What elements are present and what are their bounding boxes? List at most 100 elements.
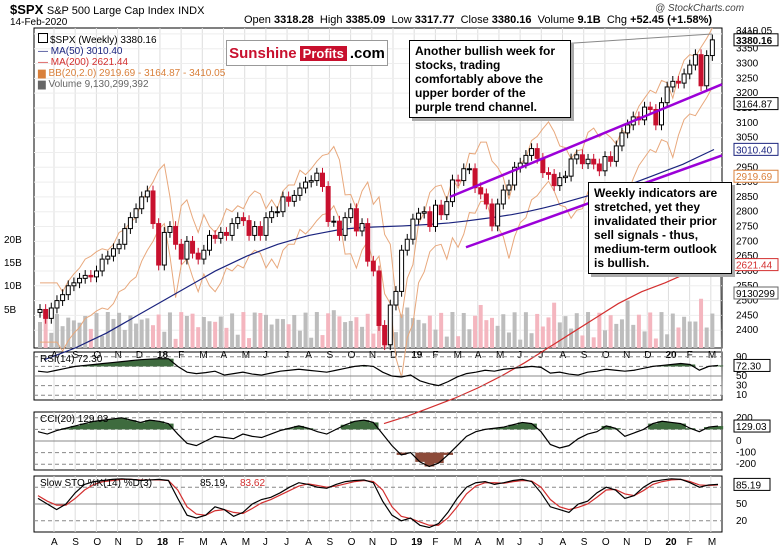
candle-body bbox=[602, 156, 608, 172]
candle-body bbox=[156, 223, 162, 266]
cci-fill-high bbox=[508, 424, 519, 430]
cci-fill-high bbox=[517, 422, 528, 430]
month-tick-label: D bbox=[390, 350, 397, 361]
month-tick-label: M bbox=[242, 537, 250, 548]
volume-bar bbox=[506, 332, 511, 348]
volume-bar bbox=[682, 316, 687, 348]
volume-bar bbox=[665, 334, 670, 348]
candle-body bbox=[257, 226, 263, 236]
sto-tick-label: 20 bbox=[736, 516, 748, 527]
month-tick-label: M bbox=[454, 537, 462, 548]
volume-bar bbox=[49, 332, 54, 348]
volume-bar bbox=[66, 317, 71, 348]
volume-bar bbox=[490, 317, 494, 348]
month-tick-label: M bbox=[496, 350, 504, 361]
rsi-fill-high bbox=[107, 362, 118, 367]
month-tick-label: 18 bbox=[157, 350, 169, 361]
candle-body bbox=[387, 304, 393, 346]
volume-bar bbox=[247, 338, 252, 348]
month-tick-label: D bbox=[136, 537, 143, 548]
volume-bar bbox=[145, 318, 150, 348]
rsi-fill-high bbox=[117, 361, 127, 367]
volume-bar bbox=[100, 335, 105, 348]
chg-value: +52.45 (+1.58%) bbox=[630, 14, 713, 26]
month-tick-label: F bbox=[687, 537, 693, 548]
candle-body bbox=[534, 148, 540, 159]
cci-fill-high bbox=[489, 428, 500, 430]
candle-body bbox=[229, 223, 235, 236]
legend-ma50: — MA(50) 3010.40 bbox=[38, 46, 123, 57]
candle-body bbox=[512, 166, 518, 186]
volume-bar bbox=[563, 316, 568, 348]
cci-fill-low bbox=[433, 452, 444, 464]
cci-fill-high bbox=[70, 425, 81, 430]
candle-body bbox=[37, 308, 43, 313]
candle-body bbox=[246, 220, 252, 236]
ohlc-readout: Open 3318.28 High 3385.09 Low 3317.77 Cl… bbox=[244, 14, 712, 26]
volume-bar bbox=[642, 331, 647, 348]
volume-bar bbox=[704, 327, 709, 348]
rsi-fill-high bbox=[126, 360, 137, 367]
volume-bar bbox=[224, 327, 229, 348]
month-tick-label: M bbox=[496, 537, 504, 548]
month-tick-label: N bbox=[623, 350, 630, 361]
price-tag-label: 3010.40 bbox=[736, 145, 773, 156]
volume-bar bbox=[326, 313, 331, 348]
price-tag bbox=[733, 33, 779, 47]
volume-bar bbox=[337, 316, 342, 348]
rsi-fill-high bbox=[135, 359, 146, 367]
volume-tick-label: 15B bbox=[4, 258, 22, 269]
volume-bar bbox=[699, 298, 704, 348]
candle-body bbox=[370, 260, 376, 272]
volume-bar bbox=[540, 326, 545, 348]
rsi-fill-high bbox=[666, 364, 677, 367]
annotation-top-pointer bbox=[558, 33, 713, 45]
candle-body bbox=[291, 194, 297, 202]
volume-bar bbox=[501, 314, 506, 348]
volume-bar bbox=[179, 312, 184, 348]
volume-bar bbox=[303, 312, 308, 348]
volume-bar bbox=[122, 329, 127, 348]
volume-bar bbox=[552, 302, 557, 348]
month-tick-label: O bbox=[348, 350, 356, 361]
month-tick-label: A bbox=[560, 537, 567, 548]
volume-bar bbox=[54, 314, 59, 348]
cci-fill-high bbox=[704, 427, 714, 430]
sto-title: Slow STO %K(14) %D(3) bbox=[40, 478, 152, 489]
candle-body bbox=[54, 300, 60, 309]
candle-body bbox=[82, 274, 88, 279]
volume-label: Volume bbox=[537, 14, 575, 26]
month-tick-label: J bbox=[284, 537, 289, 548]
rsi-line bbox=[37, 358, 719, 387]
price-tick-label: 3300 bbox=[736, 59, 759, 70]
price-tick-label: 2800 bbox=[736, 207, 759, 218]
month-tick-label: O bbox=[93, 350, 101, 361]
candle-body bbox=[681, 73, 687, 84]
volume-bar bbox=[427, 315, 432, 348]
month-tick-label: S bbox=[72, 537, 79, 548]
price-tick-label: 3100 bbox=[736, 118, 759, 129]
month-tick-label: M bbox=[199, 537, 207, 548]
candle-body bbox=[461, 168, 467, 182]
candle-body bbox=[331, 220, 337, 223]
candle-body bbox=[325, 186, 331, 222]
month-tick-label: N bbox=[623, 537, 630, 548]
price-tick-label: 3250 bbox=[736, 73, 759, 84]
volume-bar bbox=[173, 338, 178, 348]
volume-bar bbox=[597, 312, 602, 348]
candle-body bbox=[709, 39, 715, 57]
volume-bar bbox=[218, 316, 223, 348]
index-name: S&P 500 Large Cap Index bbox=[46, 5, 175, 17]
candle-body bbox=[687, 64, 693, 75]
month-tick-label: S bbox=[326, 350, 333, 361]
price-tick-label: 3350 bbox=[736, 44, 759, 55]
cci-tick-label: -200 bbox=[736, 459, 756, 470]
candle-body bbox=[190, 240, 196, 254]
candle-body bbox=[506, 184, 512, 191]
open-label: Open bbox=[244, 14, 271, 26]
month-tick-label: S bbox=[581, 350, 588, 361]
volume-bar bbox=[523, 312, 528, 348]
volume-bar bbox=[456, 336, 461, 348]
legend-volume: ▆ Volume 9,130,299,392 bbox=[38, 79, 149, 90]
month-tick-label: 20 bbox=[665, 537, 677, 548]
